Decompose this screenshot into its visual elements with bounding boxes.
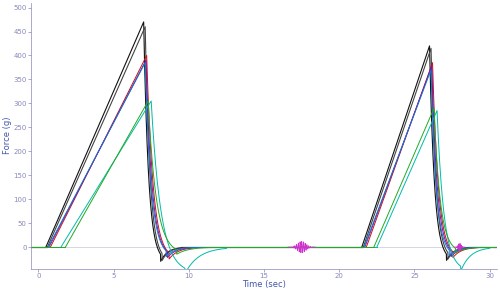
Y-axis label: Force (g): Force (g) bbox=[3, 117, 12, 154]
X-axis label: Time (sec): Time (sec) bbox=[242, 280, 286, 289]
